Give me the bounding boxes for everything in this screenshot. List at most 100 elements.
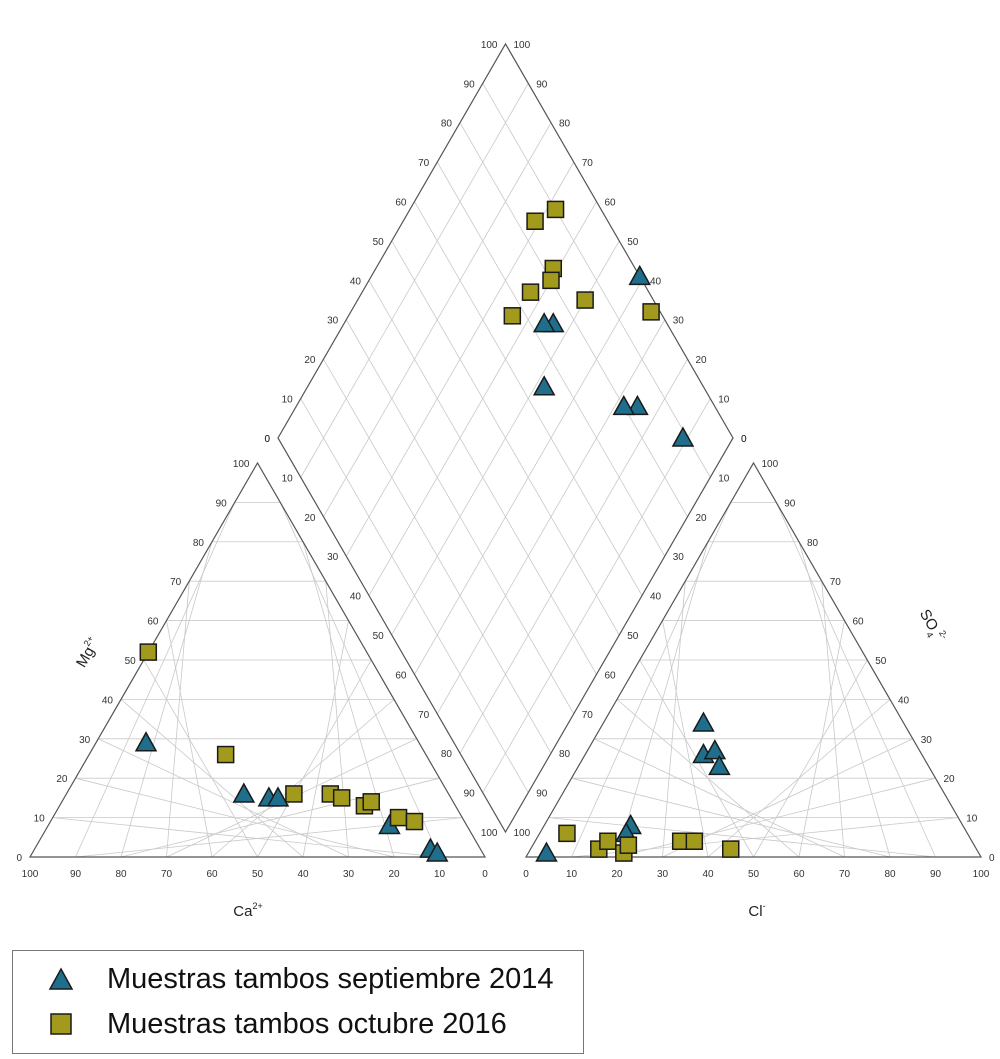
anion-grid-l bbox=[571, 777, 891, 858]
cation-bottom-tick: 10 bbox=[434, 869, 446, 880]
diamond-lower-left-tick: 100 bbox=[481, 828, 498, 839]
anion-grid-l bbox=[548, 817, 936, 858]
piper-diagram: 100 90 80 70 60 50 40 30 20 10 0010203040506070809… bbox=[16, 40, 995, 920]
anion-bottom-tick: 50 bbox=[748, 869, 760, 880]
diamond-upper-right-tick: 20 bbox=[696, 355, 708, 366]
diamond-lower-left-tick: 90 bbox=[464, 789, 476, 800]
cation-triangle-marker bbox=[425, 841, 449, 862]
data-markers bbox=[134, 200, 740, 862]
diamond-upper-right-tick: 0 bbox=[741, 434, 747, 445]
diamond-grid-b bbox=[300, 83, 529, 478]
anion-square-marker bbox=[558, 824, 576, 843]
diamond-triangle-marker bbox=[626, 394, 649, 416]
diamond-lower-right-tick: 80 bbox=[559, 749, 571, 760]
diamond-lower-right-tick: 60 bbox=[605, 670, 617, 681]
diamond-upper-left-tick: 0 bbox=[264, 434, 270, 445]
diamond-upper-left-tick: 20 bbox=[304, 355, 316, 366]
diamond-upper-left-tick: 40 bbox=[350, 276, 362, 287]
diamond-upper-right-tick: 10 bbox=[718, 395, 730, 406]
diamond-lower-right-tick: 10 bbox=[718, 473, 730, 484]
anion-bottom-tick: 0 bbox=[523, 869, 529, 880]
cation-grid-l bbox=[120, 699, 304, 858]
anion-bottom-tick: 20 bbox=[611, 869, 623, 880]
diamond-lower-right-tick: 20 bbox=[696, 513, 708, 524]
cation-left-tick: 60 bbox=[147, 617, 159, 628]
diamond-upper-left-tick: 30 bbox=[327, 316, 339, 327]
diamond-square-marker bbox=[642, 303, 660, 321]
diamond-lower-right-tick: 70 bbox=[582, 710, 594, 721]
anion-bottom-tick: 80 bbox=[884, 869, 896, 880]
cation-left-tick: 100 bbox=[233, 459, 250, 470]
diamond-upper-right-tick: 30 bbox=[673, 316, 685, 327]
cation-square-marker bbox=[332, 789, 351, 807]
anion-right-tick: 40 bbox=[898, 695, 910, 706]
cation-grid-l bbox=[52, 817, 440, 858]
cation-bottom-tick: 100 bbox=[22, 869, 39, 880]
diamond-lower-left-tick: 60 bbox=[395, 670, 407, 681]
diamond-triangle-marker bbox=[628, 264, 651, 286]
cation-grid-r bbox=[257, 659, 372, 858]
diamond-square-marker bbox=[546, 200, 565, 219]
cation-bottom-tick: 0 bbox=[482, 869, 488, 880]
cation-square-marker bbox=[405, 812, 424, 831]
diamond-upper-left-tick: 10 bbox=[282, 395, 294, 406]
anion-right-tick: 30 bbox=[921, 735, 933, 746]
square-marker-icon bbox=[31, 1009, 91, 1039]
cation-bottom-tick: 30 bbox=[343, 869, 355, 880]
cation-left-tick: 20 bbox=[56, 774, 68, 785]
diagram-frames bbox=[28, 42, 983, 858]
cation-left-tick: 30 bbox=[79, 735, 91, 746]
anion-square-marker bbox=[619, 836, 638, 854]
diamond-lower-right-tick: 30 bbox=[673, 552, 685, 563]
diamond-upper-left-tick: 100 bbox=[481, 40, 498, 51]
cation-triangle-marker bbox=[232, 782, 256, 803]
anion-bottom-tick: 30 bbox=[657, 869, 669, 880]
diamond-lower-left-tick: 20 bbox=[304, 513, 316, 524]
cation-bottom-axis-title: Ca2+ bbox=[233, 901, 262, 920]
diamond-lower-left-tick: 80 bbox=[441, 749, 453, 760]
cation-left-tick: 0 bbox=[16, 853, 22, 864]
diamond-square-marker bbox=[503, 307, 522, 325]
diamond-upper-left-tick: 80 bbox=[441, 119, 453, 130]
diamond-lower-left-tick: 30 bbox=[327, 552, 339, 563]
diamond-triangle-marker bbox=[612, 394, 636, 416]
anion-grid-l bbox=[594, 738, 845, 858]
tick-labels: 100 90 80 70 60 50 40 30 20 10 0010203040506070809… bbox=[16, 40, 995, 880]
diamond-frame bbox=[277, 42, 734, 834]
diamond-triangle-marker bbox=[532, 375, 556, 396]
diamond-upper-right-tick: 80 bbox=[559, 119, 571, 130]
diamond-square-marker bbox=[576, 291, 594, 309]
anion-triangle-marker bbox=[708, 754, 731, 776]
anion-bottom-tick: 10 bbox=[566, 869, 578, 880]
anion-right-tick: 50 bbox=[875, 656, 887, 667]
triangle-marker-icon bbox=[31, 964, 91, 994]
diamond-lower-left-tick: 0 bbox=[264, 434, 270, 445]
anion-square-marker bbox=[685, 832, 704, 850]
anion-triangle-marker bbox=[703, 739, 727, 760]
anion-grid-r bbox=[798, 620, 845, 858]
anion-right-tick: 60 bbox=[853, 617, 865, 628]
diamond-lower-left-tick: 70 bbox=[418, 710, 430, 721]
anion-triangle-frame bbox=[524, 461, 983, 858]
cation-left-tick: 90 bbox=[216, 498, 228, 509]
diamond-grid-b bbox=[323, 122, 552, 517]
anion-triangle-marker bbox=[535, 841, 558, 862]
cation-bottom-tick: 40 bbox=[297, 869, 309, 880]
diamond-upper-left-tick: 50 bbox=[373, 237, 385, 248]
anion-bottom-tick: 40 bbox=[702, 869, 714, 880]
diamond-upper-left-tick: 60 bbox=[395, 198, 407, 209]
diamond-lower-right-tick: 0 bbox=[741, 434, 747, 445]
anion-right-axis-title: SO4 2- bbox=[913, 605, 949, 646]
anion-square-marker bbox=[722, 840, 740, 858]
cation-square-marker bbox=[285, 785, 303, 803]
cation-bottom-tick: 20 bbox=[388, 869, 400, 880]
anion-grid-l bbox=[616, 699, 800, 858]
anion-grid-r bbox=[775, 502, 936, 858]
diamond-upper-right-tick: 40 bbox=[650, 276, 662, 287]
anion-right-tick: 100 bbox=[762, 459, 779, 470]
diamond-upper-left-tick: 90 bbox=[464, 79, 476, 90]
cation-square-marker bbox=[139, 643, 158, 661]
diamond-square-marker bbox=[526, 212, 544, 230]
cation-left-tick: 40 bbox=[102, 695, 114, 706]
cation-grid-l bbox=[143, 659, 258, 858]
